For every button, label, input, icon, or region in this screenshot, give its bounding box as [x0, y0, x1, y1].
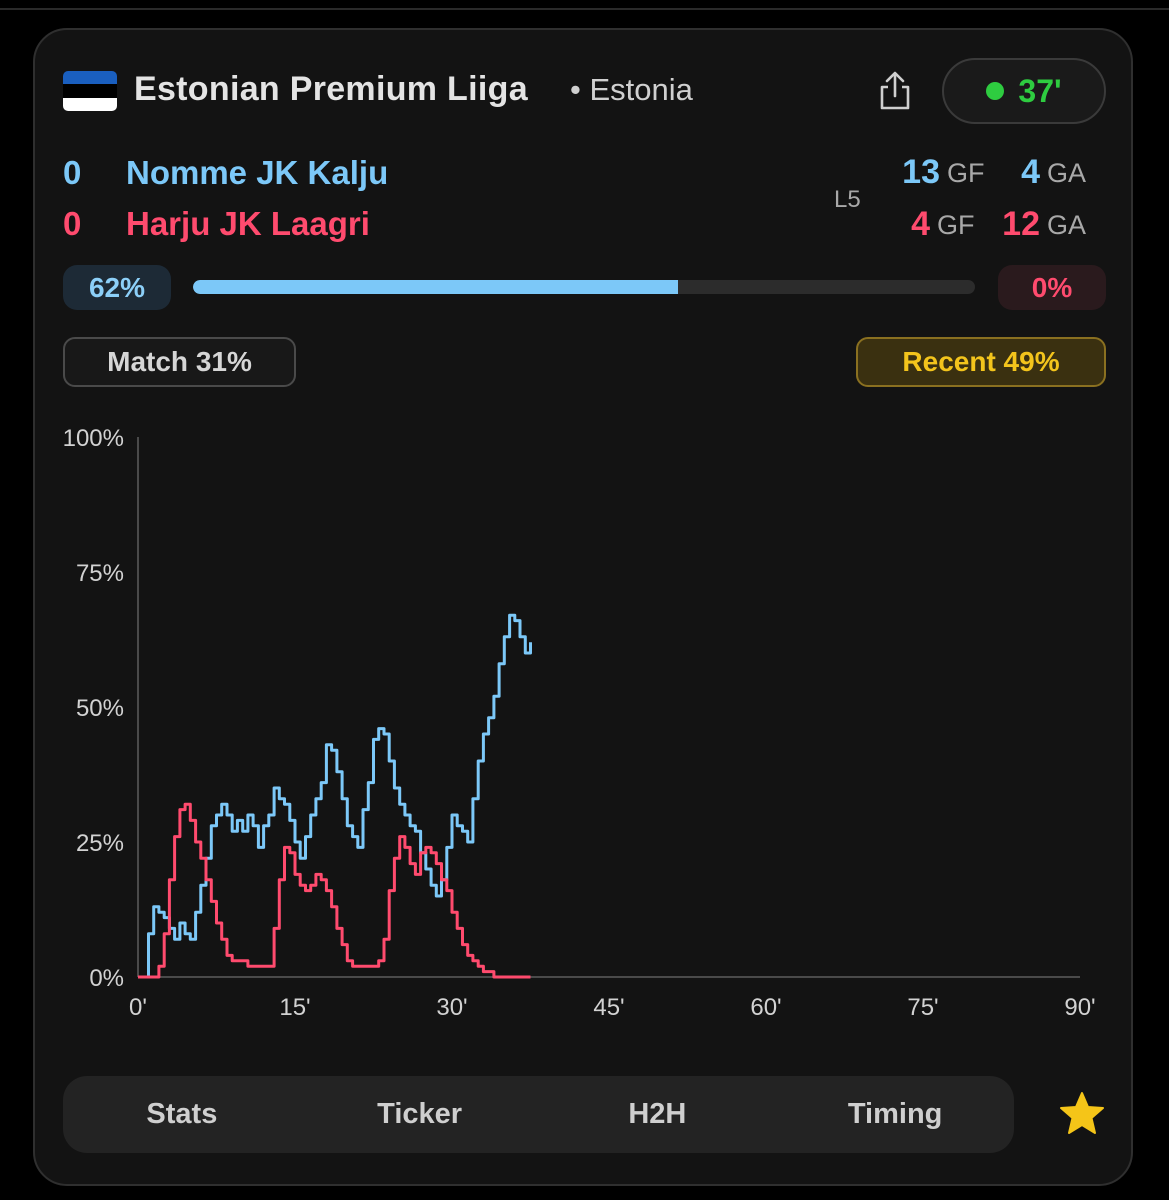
probability-bar-fill	[193, 280, 678, 294]
match-card	[33, 28, 1133, 1186]
estonia-flag-icon	[63, 71, 117, 111]
away-score: 0	[63, 205, 82, 242]
y-tick-label: 100%	[63, 425, 124, 452]
home-gf-label: GF	[947, 158, 985, 188]
momentum-chart: 0% 25% 50% 75% 100% 0' 15' 30' 45' 60' 75' 90'	[63, 425, 1096, 1021]
y-tick-label: 75%	[76, 560, 124, 587]
league-name[interactable]: Estonian Premium Liiga	[134, 70, 528, 108]
home-goals-against: 4	[1021, 153, 1040, 191]
home-goals-for: 13	[902, 153, 940, 191]
home-probability-badge: 62%	[63, 265, 171, 310]
y-tick-label: 50%	[76, 695, 124, 722]
away-ga-label: GA	[1047, 210, 1087, 240]
form-label: L5	[834, 186, 861, 213]
country-name: • Estonia	[570, 72, 693, 107]
away-team-name[interactable]: Harju JK Laagri	[126, 205, 370, 242]
away-goals-against: 12	[1002, 205, 1040, 243]
away-gf-label: GF	[937, 210, 975, 240]
bottom-tab-bar: Stats Ticker H2H Timing	[63, 1076, 1014, 1153]
recent-toggle-button[interactable]: Recent 49%	[856, 337, 1106, 387]
live-minute-badge[interactable]: 37'	[942, 58, 1106, 124]
home-momentum-line	[138, 613, 532, 979]
live-dot-icon	[986, 82, 1005, 100]
x-tick-label: 75'	[907, 994, 938, 1021]
tab-timing[interactable]: Timing	[847, 1098, 943, 1130]
probability-bar	[193, 280, 975, 294]
match-toggle-button[interactable]: Match 31%	[63, 337, 296, 387]
tab-h2h[interactable]: H2H	[628, 1098, 687, 1130]
tab-stats[interactable]: Stats	[146, 1098, 218, 1130]
tab-ticker[interactable]: Ticker	[377, 1098, 463, 1130]
home-team-name[interactable]: Nomme JK Kalju	[126, 154, 389, 191]
home-score: 0	[63, 154, 82, 191]
x-tick-label: 45'	[593, 994, 624, 1021]
x-tick-label: 15'	[279, 994, 310, 1021]
away-goals-for: 4	[911, 205, 930, 243]
favorite-star-icon[interactable]	[1058, 1090, 1106, 1138]
y-tick-label: 0%	[89, 965, 124, 992]
away-momentum-line	[138, 802, 531, 979]
away-probability-badge: 0%	[998, 265, 1106, 310]
live-minute: 37'	[1018, 72, 1062, 109]
x-tick-label: 60'	[750, 994, 781, 1021]
share-icon[interactable]	[874, 70, 916, 112]
top-divider	[0, 8, 1169, 10]
home-ga-label: GA	[1047, 158, 1087, 188]
x-tick-label: 90'	[1064, 994, 1095, 1021]
x-tick-label: 30'	[436, 994, 467, 1021]
x-tick-label: 0'	[129, 994, 147, 1021]
y-tick-label: 25%	[76, 830, 124, 857]
